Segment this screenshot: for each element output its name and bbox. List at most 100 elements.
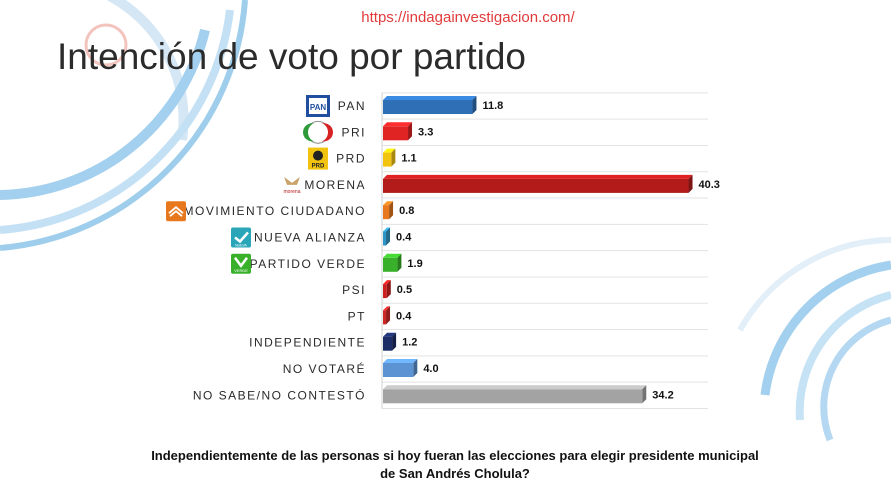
bar-top-face: [383, 359, 418, 363]
category-label: MORENA: [304, 178, 366, 192]
category-label: PAN: [338, 99, 366, 113]
value-label: 1.2: [402, 337, 417, 349]
bar-side-face: [391, 148, 396, 167]
arc-top-4: [0, 0, 248, 251]
bar: [383, 359, 418, 377]
bar-front-face: [383, 152, 392, 167]
party-logo: NUEVA: [231, 227, 251, 248]
arc-bottom-1: [760, 260, 891, 396]
bar-side-face: [397, 253, 402, 272]
bar: [383, 253, 402, 272]
party-logo: morena: [284, 176, 301, 195]
bar: [383, 201, 394, 220]
bar: [383, 227, 391, 246]
page-title: Intención de voto por partido: [57, 36, 526, 77]
morena-logo-text: morena: [284, 189, 301, 195]
na-logo-text: NUEVA: [235, 244, 247, 248]
pan-logo-text: PAN: [310, 103, 327, 112]
category-label: PRI: [341, 125, 366, 139]
bar: [383, 385, 647, 404]
value-label: 40.3: [699, 179, 720, 191]
bar: [383, 122, 413, 141]
category-label: PT: [348, 309, 366, 323]
bar-top-face: [383, 227, 391, 232]
verde-logo-text: VERDE: [234, 268, 248, 273]
bar-front-face: [383, 389, 643, 404]
party-logo: PRD: [308, 147, 328, 170]
bar-front-face: [383, 336, 393, 351]
value-label: 0.8: [399, 205, 414, 217]
party-logo: [166, 201, 186, 222]
bar-side-face: [386, 306, 391, 325]
survey-question: Independientemente de las personas si ho…: [151, 448, 759, 481]
bar-side-face: [472, 96, 477, 114]
circle-top-red: [84, 23, 128, 67]
morena-logo-icon: [284, 176, 300, 185]
value-label: 34.2: [652, 389, 673, 401]
value-label: 4.0: [423, 363, 438, 375]
bar-side-face: [688, 174, 693, 193]
category-label: PARTIDO VERDE: [250, 257, 366, 271]
value-label: 0.4: [396, 232, 412, 244]
bar-top-face: [383, 96, 477, 100]
category-label: PSI: [342, 283, 366, 297]
bar-top-face: [383, 385, 647, 390]
bar-top-face: [383, 122, 413, 127]
category-label: INDEPENDIENTE: [249, 336, 366, 350]
arc-bottom-2: [795, 291, 891, 421]
category-label: NO VOTARÉ: [283, 361, 366, 376]
party-logo: VERDE: [231, 253, 251, 274]
arc-top-1: [106, 0, 189, 141]
source-url: https://indagainvestigacion.com/: [361, 9, 575, 26]
bar-side-face: [389, 201, 394, 220]
arc-bottom-4: [737, 237, 891, 332]
value-label: 0.5: [397, 284, 412, 296]
bar-top-face: [383, 201, 394, 206]
arc-top-3: [0, 9, 234, 234]
bar: [383, 148, 396, 167]
bar: [383, 332, 397, 351]
value-label: 3.3: [418, 126, 433, 138]
bar-top-face: [383, 306, 391, 311]
category-label: NUEVA ALIANZA: [254, 231, 366, 245]
category-label: MOVIMIENTO CIUDADANO: [184, 204, 366, 218]
bar: [383, 96, 477, 114]
prd-logo-text: PRD: [312, 164, 325, 170]
bar-side-face: [386, 280, 391, 299]
bar-front-face: [383, 284, 387, 299]
bar-front-face: [383, 310, 387, 325]
value-label: 1.9: [407, 258, 422, 270]
bar-top-face: [383, 332, 397, 337]
bar-side-face: [386, 227, 391, 246]
bar-front-face: [383, 257, 398, 272]
category-label: NO SABE/NO CONTESTÓ: [193, 387, 366, 402]
bar-side-face: [413, 359, 418, 377]
bar-front-face: [383, 363, 414, 377]
bar-side-face: [408, 122, 413, 141]
bar-top-face: [383, 280, 391, 285]
bar-front-face: [383, 100, 473, 114]
pan-logo-inner: [309, 98, 327, 114]
bar-front-face: [383, 178, 689, 193]
bar-front-face: [383, 126, 409, 141]
value-label: 11.8: [482, 100, 503, 112]
bar-top-face: [383, 174, 693, 179]
bar: [383, 280, 391, 299]
arc-top-2: [0, 28, 210, 200]
na-logo-icon: [231, 227, 251, 248]
value-label: 0.4: [396, 310, 412, 322]
party-logo: PAN: [306, 95, 330, 117]
value-label: 1.1: [401, 153, 416, 165]
bar: [383, 174, 693, 193]
bar-side-face: [642, 385, 647, 404]
arc-bottom-3: [820, 316, 891, 442]
bar-side-face: [392, 332, 397, 351]
bar: [383, 306, 391, 325]
bar-front-face: [383, 205, 390, 220]
party-logo: [303, 120, 333, 144]
bar-top-face: [383, 148, 396, 153]
category-label: PRD: [336, 152, 366, 166]
bar-top-face: [383, 253, 402, 258]
